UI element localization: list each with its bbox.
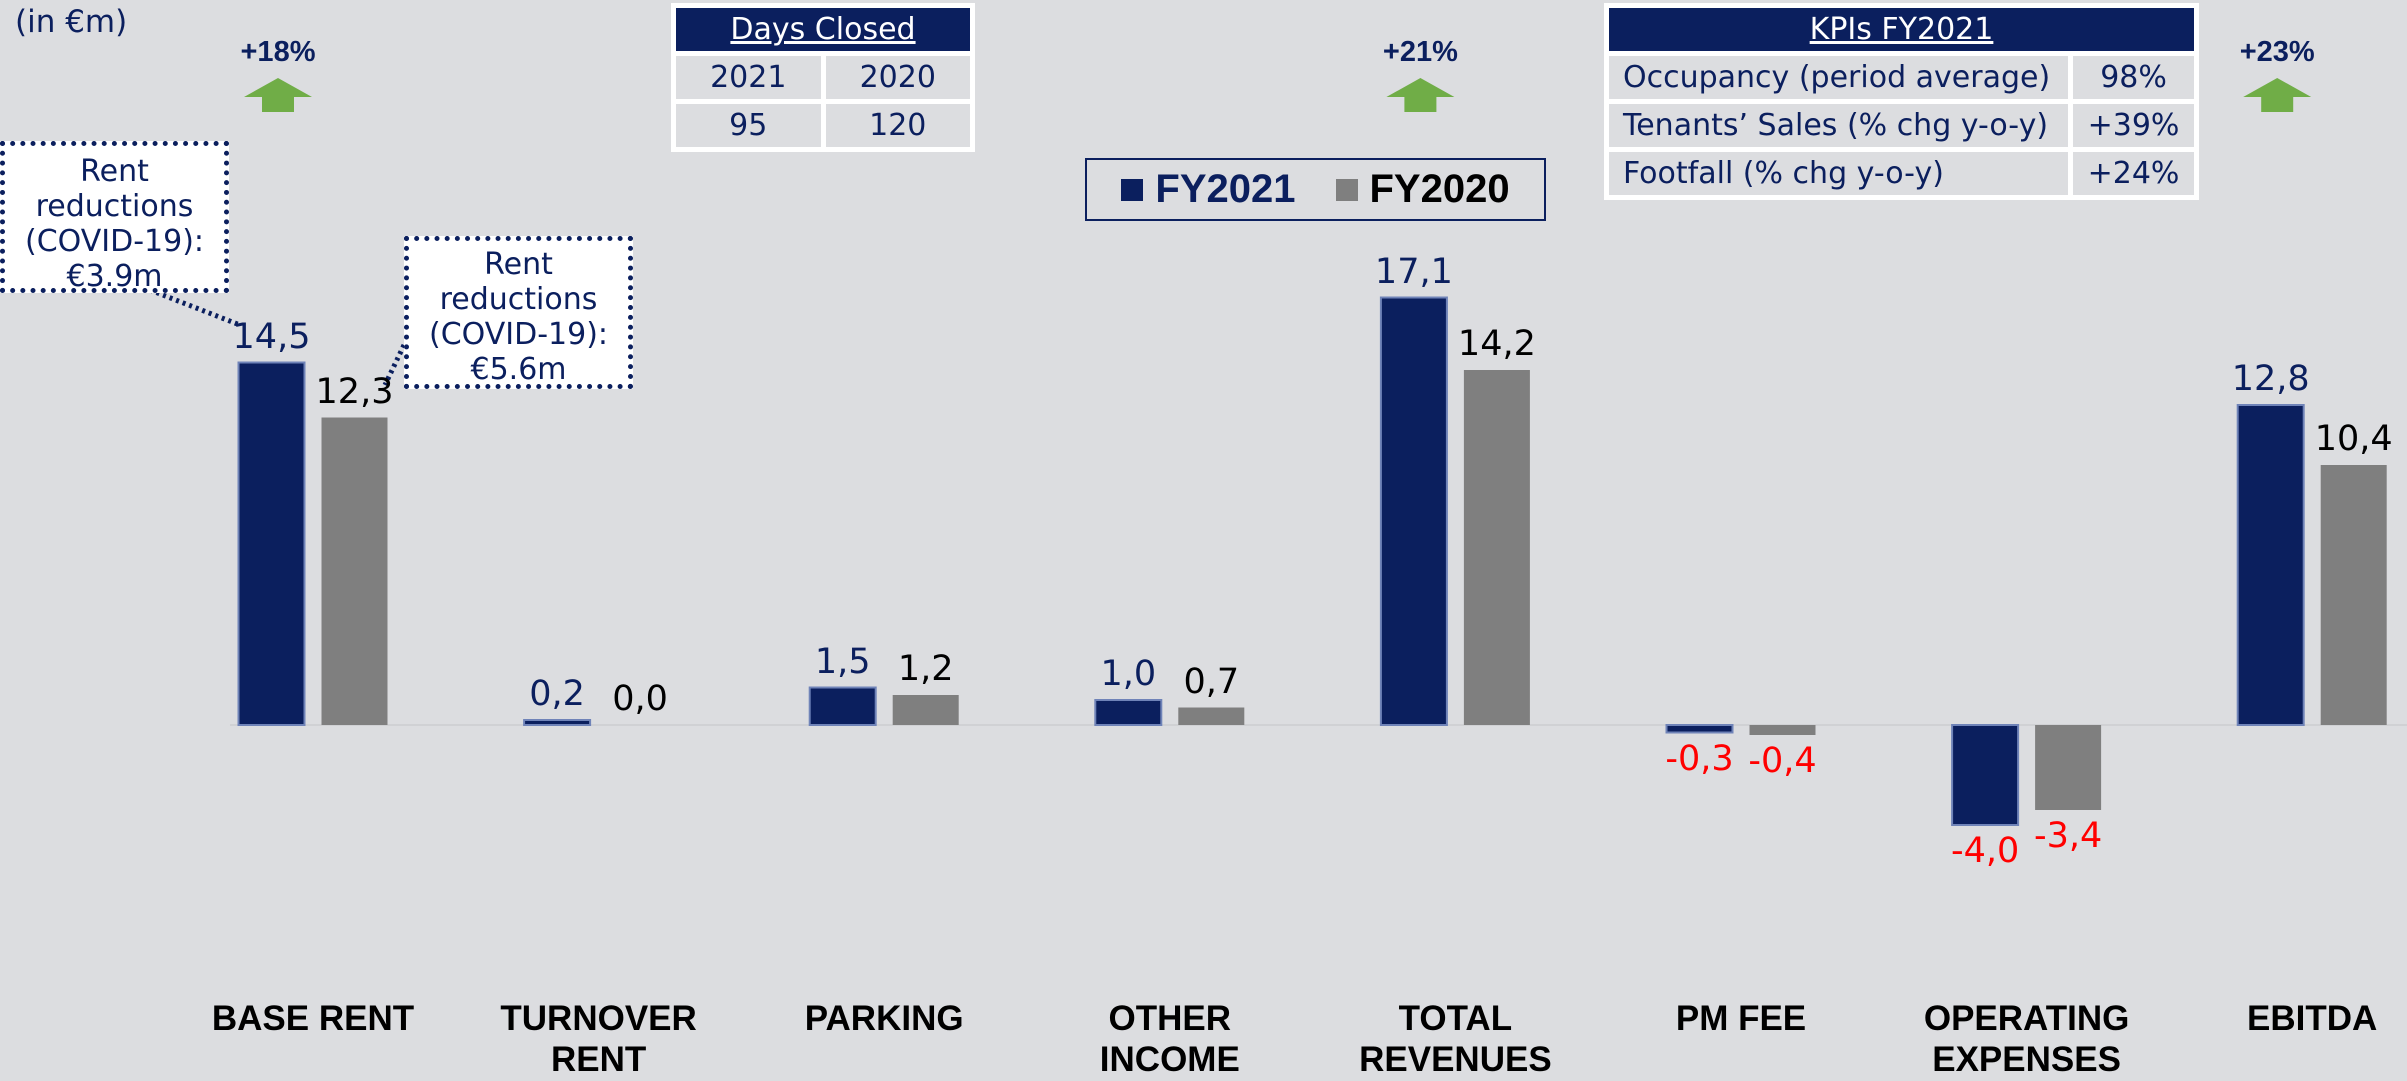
- bar: [1379, 296, 1448, 726]
- x-tick-label: OPERATING EXPENSES: [1923, 999, 2130, 1079]
- callout: Rent reductions (COVID-19): €5.6m: [404, 236, 633, 389]
- table-cell: 98%: [2068, 51, 2199, 104]
- data-label: 0,7: [1183, 661, 1240, 702]
- data-label: 10,4: [2314, 419, 2393, 459]
- table-cell: 95: [671, 99, 826, 152]
- bar: [808, 686, 877, 726]
- legend-label: FY2021: [1155, 167, 1296, 211]
- data-label: 1,5: [814, 641, 871, 682]
- legend-label: FY2020: [1369, 167, 1510, 211]
- growth-arrow: [2243, 78, 2312, 112]
- bar: [1665, 724, 1734, 734]
- days-closed-table: Days Closed 2021 2020 95 120: [671, 3, 975, 152]
- data-label: 14,5: [232, 316, 311, 357]
- legend-swatch: [1335, 178, 1358, 201]
- data-label: -4,0: [1950, 831, 2020, 871]
- table-cell: +39%: [2068, 99, 2199, 152]
- unit-label: (in €m): [15, 4, 128, 40]
- data-label: 1,2: [897, 649, 954, 689]
- callout: Rent reductions (COVID-19): €3.9m: [0, 141, 229, 294]
- legend-swatch: [1121, 178, 1144, 201]
- data-label: 14,2: [1457, 324, 1536, 364]
- data-label: -3,4: [2033, 816, 2103, 856]
- x-tick-label: OTHER INCOME: [1099, 999, 1240, 1079]
- legend: FY2021 FY2020: [1085, 158, 1546, 221]
- table-title: Days Closed: [671, 3, 975, 56]
- data-label: 0,0: [612, 679, 668, 719]
- growth-arrow: [244, 78, 312, 112]
- table-title: KPIs FY2021: [1604, 3, 2199, 56]
- bar: [1951, 724, 2020, 826]
- x-tick-label: PARKING: [804, 999, 964, 1038]
- table-cell: 120: [820, 99, 975, 152]
- data-label: 12,3: [315, 371, 394, 412]
- data-label: 0,2: [529, 674, 585, 714]
- x-tick-label: BASE RENT: [211, 999, 415, 1038]
- bar: [2035, 725, 2102, 810]
- bar: [2320, 465, 2387, 725]
- table-cell: Occupancy (period average): [1603, 51, 2074, 104]
- growth-arrow: [1386, 78, 1455, 112]
- legend-item: FY2020: [1335, 167, 1510, 212]
- bar: [1749, 725, 1816, 735]
- table-header: 2020: [820, 51, 975, 104]
- x-tick-label: EBITDA: [2247, 999, 2378, 1038]
- bar: [2236, 404, 2305, 726]
- bar: [1463, 370, 1530, 725]
- legend-item: FY2021: [1121, 167, 1296, 212]
- table-cell: +24%: [2068, 147, 2199, 200]
- bar: [523, 719, 592, 726]
- callout-connector: [382, 343, 407, 387]
- x-tick-label: TURNOVER RENT: [500, 999, 697, 1079]
- data-label: -0,3: [1665, 738, 1734, 779]
- x-tick-label: PM FEE: [1675, 999, 1807, 1038]
- data-label: 12,8: [2231, 359, 2310, 399]
- table-header: 2021: [671, 51, 826, 104]
- data-label: -0,4: [1748, 741, 1817, 781]
- data-label: 1,0: [1100, 654, 1157, 694]
- data-label: 17,1: [1374, 251, 1453, 292]
- bar: [1094, 699, 1163, 726]
- kpi-table: KPIs FY2021 Occupancy (period average) 98…: [1603, 3, 2199, 200]
- growth-annotation: +18%: [240, 36, 316, 68]
- growth-annotation: +23%: [2239, 36, 2315, 68]
- bar: [237, 361, 306, 726]
- bar: [892, 695, 959, 725]
- x-tick-label: TOTAL REVENUES: [1359, 999, 1552, 1079]
- table-cell: Footfall (% chg y-o-y): [1603, 147, 2074, 200]
- bar: [1178, 707, 1245, 725]
- callout-connector: [149, 287, 241, 328]
- bar: [321, 417, 388, 725]
- growth-annotation: +21%: [1382, 36, 1458, 68]
- table-cell: Tenants’ Sales (% chg y-o-y): [1603, 99, 2074, 152]
